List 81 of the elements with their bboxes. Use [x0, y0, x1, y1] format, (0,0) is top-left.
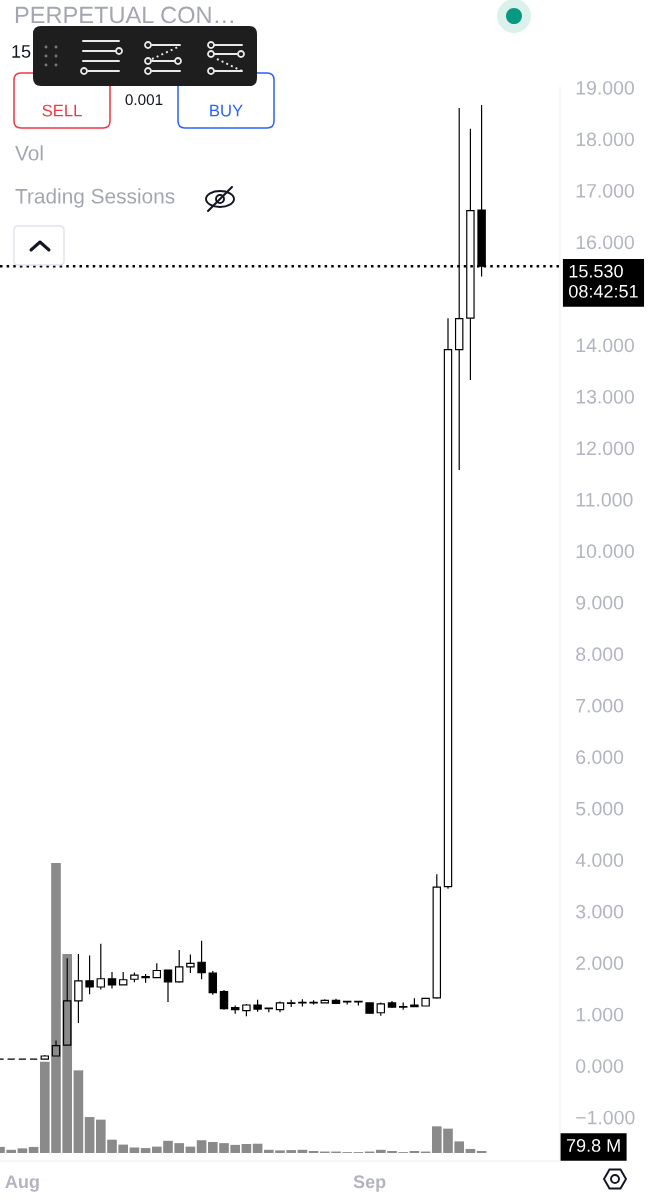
candlestick — [85, 954, 94, 995]
candlestick — [264, 1007, 274, 1013]
candlestick — [309, 999, 318, 1006]
bar — [476, 1150, 487, 1153]
bar — [17, 1148, 28, 1153]
candlestick — [74, 953, 83, 1024]
candlestick — [118, 971, 128, 987]
bar — [28, 1146, 39, 1153]
bar — [84, 1117, 95, 1153]
candlestick — [208, 970, 218, 996]
candlestick — [376, 1001, 386, 1017]
candlestick — [219, 989, 229, 1011]
y-tick-label: −1.000 — [576, 1110, 635, 1125]
candlestick — [174, 949, 184, 984]
candlestick — [163, 968, 173, 1003]
y-tick-label: 11.000 — [576, 492, 633, 507]
y-tick-label: 5.000 — [576, 801, 624, 816]
y-tick-label: 14.000 — [576, 338, 634, 353]
annotation: Trading Sessions — [15, 188, 175, 208]
y-tick-label: 19.000 — [576, 80, 634, 95]
candlestick — [152, 962, 162, 979]
candlestick — [230, 1004, 240, 1015]
candlestick — [410, 997, 419, 1008]
candlestick — [398, 1001, 408, 1011]
candlestick — [51, 1039, 61, 1058]
y-tick-label: 3.000 — [576, 904, 624, 919]
candlestick — [253, 999, 262, 1013]
y-tick-label: 10.000 — [576, 544, 634, 559]
y-tick-label: 7.000 — [576, 698, 624, 713]
text: 79.8 M — [566, 1139, 620, 1152]
bar — [308, 1150, 319, 1153]
y-tick-label: 13.000 — [576, 389, 634, 404]
candlestick — [197, 940, 206, 980]
y-tick-label: 18.000 — [576, 132, 634, 147]
bar — [241, 1144, 252, 1153]
candlestick — [342, 1000, 352, 1006]
chart-title: PERPETUAL CON… — [15, 6, 233, 24]
annotation: BUY — [210, 104, 243, 117]
y-tick-label: 0.000 — [576, 1059, 624, 1073]
y-tick-label: 4.000 — [575, 853, 624, 868]
annotation: Vol — [15, 145, 43, 161]
candlestick — [354, 1000, 363, 1007]
candlestick — [298, 998, 307, 1008]
candlestick — [443, 317, 453, 890]
candlestick — [286, 999, 296, 1008]
candlestick — [107, 971, 117, 990]
bar — [129, 1147, 140, 1153]
candlestick — [141, 973, 150, 984]
candlestick — [275, 1000, 285, 1013]
annotation: 0.001 — [125, 94, 163, 106]
candlestick — [331, 998, 341, 1005]
bar — [409, 1150, 420, 1153]
candlestick — [477, 104, 486, 278]
candlestick — [387, 1000, 397, 1009]
text: 15 — [12, 45, 31, 58]
candlestick — [421, 997, 430, 1008]
y-tick-label: 6.000 — [576, 750, 624, 765]
candlestick — [432, 873, 442, 1000]
bar — [196, 1140, 207, 1153]
y-tick-label: 12.000 — [576, 441, 634, 456]
candlestick — [130, 971, 139, 983]
candlestick — [365, 1001, 374, 1014]
candlestick — [320, 998, 330, 1005]
bar — [465, 1148, 476, 1153]
y-tick-label: 2.000 — [576, 956, 624, 971]
bar — [73, 1070, 84, 1153]
y-tick-label: 9.000 — [576, 595, 624, 610]
y-tick-label: 8.000 — [576, 647, 624, 662]
annotation: SELL — [42, 104, 82, 117]
candlestick — [242, 1003, 251, 1017]
candlestick — [186, 953, 195, 974]
bar — [140, 1148, 151, 1153]
candlestick — [96, 943, 106, 991]
candlestick — [40, 1054, 50, 1061]
y-tick-label: 1.000 — [576, 1007, 624, 1022]
y-tick-label: 16.000 — [576, 235, 634, 250]
ref-line-label: 15.530 08:42:51 — [569, 264, 638, 298]
y-tick-label: 17.000 — [576, 183, 634, 198]
bar — [252, 1143, 263, 1153]
x-tick-label: Sep — [353, 1175, 386, 1192]
x-tick-label: Aug — [5, 1175, 39, 1192]
